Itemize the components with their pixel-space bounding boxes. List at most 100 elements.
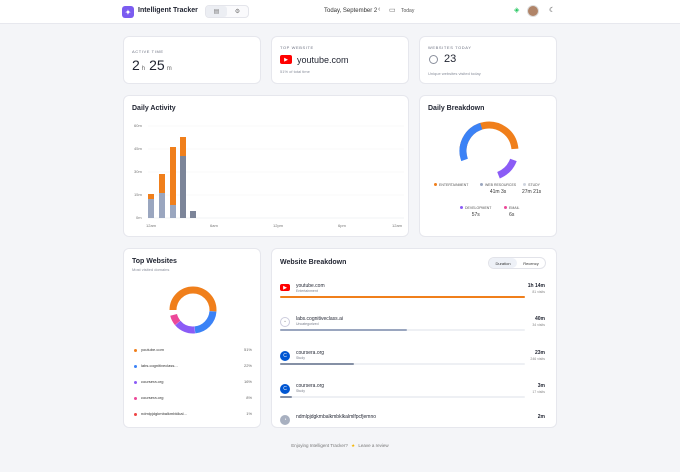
daily-breakdown-card: Daily Breakdown ENTERTAINMENT WEB RESOUR… [419, 95, 557, 237]
site-pct: 22% [243, 363, 252, 368]
row-progress [280, 396, 525, 398]
status-icon[interactable]: ◈ [514, 7, 520, 14]
date-label: Today, September 2 [324, 8, 378, 14]
row-duration: 3m [537, 383, 545, 389]
bar-3am-study [170, 205, 176, 218]
bar-5am-web [190, 211, 196, 218]
website-row[interactable]: ◔ ndmlpjdgkmbalkmbklkalmlfpcfjemno 2m [280, 413, 545, 445]
x-tick-6pm: 6pm [338, 223, 346, 228]
sort-recency-button[interactable]: Recency [523, 260, 539, 266]
top-website-row[interactable]: labs.cognitiveclass... 22% [134, 363, 252, 373]
legend-study-value: 27m 21s [522, 189, 542, 195]
youtube-icon: ▶ [280, 55, 292, 64]
y-tick-30m: 30m [134, 169, 142, 174]
row-category: Study [296, 356, 305, 360]
row-domain: coursera.org [296, 383, 325, 389]
globe-icon [429, 55, 438, 64]
top-websites-subtitle: Most visited domains [132, 267, 170, 272]
active-minutes: 25 [149, 57, 165, 73]
extension-icon: ◔ [280, 415, 290, 425]
coursera-icon: C [280, 384, 290, 394]
row-progress [280, 329, 525, 331]
y-tick-45m: 45m [134, 146, 142, 151]
star-icon: ★ [351, 443, 356, 448]
website-row[interactable]: ◦ labs.cognitiveclass.ai Uncategorized 4… [280, 315, 545, 347]
top-websites-title: Top Websites [132, 258, 177, 265]
website-breakdown-card: Website Breakdown Duration Recency ▶ you… [271, 248, 557, 428]
today-button[interactable]: Today [401, 8, 415, 14]
website-row[interactable]: C coursera.org Study 3m 17 visits [280, 382, 545, 414]
top-website-row[interactable]: coursera.org 16% [134, 379, 252, 389]
website-row[interactable]: C coursera.org Study 23m 246 visits [280, 349, 545, 381]
bar-1am-study [148, 199, 154, 218]
bar-4am-web [180, 156, 186, 218]
website-row[interactable]: ▶ youtube.com Entertainment 1h 14m 81 vi… [280, 282, 545, 314]
websites-today-label: WEBSITES TODAY [428, 45, 472, 50]
dot-icon [134, 397, 137, 400]
row-category: Entertainment [296, 289, 318, 293]
row-duration: 23m [534, 350, 545, 356]
legend-development: DEVELOPMENT 57s [460, 206, 491, 218]
sort-toggle: Duration Recency [488, 257, 546, 269]
row-progress [280, 296, 525, 298]
bar-2am-study [159, 193, 165, 218]
site-pct: 1% [246, 411, 252, 416]
site-name: coursera.org [141, 395, 164, 400]
site-pct: 8% [246, 395, 252, 400]
app-title: Intelligent Tracker [138, 7, 198, 14]
top-website-row[interactable]: ndmlpjdgkmbalkmbklkal... 1% [134, 411, 252, 421]
row-visits: 34 visits [532, 323, 545, 327]
daily-activity-card: Daily Activity 60m 45m 30m 15m 0m 12am 6… [123, 95, 409, 237]
websites-today-card: WEBSITES TODAY 23 Unique websites visite… [419, 36, 557, 84]
x-tick-12am-end: 12am [392, 223, 403, 228]
row-domain: labs.cognitiveclass.ai [296, 316, 343, 322]
row-domain: coursera.org [296, 350, 325, 356]
row-domain: youtube.com [296, 283, 325, 289]
site-name: youtube.com [141, 347, 164, 352]
legend-study: STUDY 27m 21s [522, 183, 542, 195]
site-name: labs.cognitiveclass... [141, 363, 178, 368]
row-visits: 246 visits [530, 357, 545, 361]
legend-development-value: 57s [471, 212, 480, 218]
top-website-label: TOP WEBSITE [280, 45, 314, 50]
row-duration: 2m [537, 414, 545, 420]
calendar-icon[interactable]: ▭ [389, 7, 396, 14]
row-duration: 1h 14m [527, 283, 545, 289]
app-logo-icon: ✦ [122, 6, 134, 18]
youtube-icon: ▶ [280, 284, 290, 291]
dot-icon [134, 413, 137, 416]
top-websites-card: Top Websites Most visited domains youtub… [123, 248, 261, 428]
legend-web-resources: WEB RESOURCES 41m 3s [480, 183, 516, 195]
avatar[interactable] [527, 5, 539, 17]
coursera-icon: C [280, 351, 290, 361]
top-websites-donut [169, 286, 217, 334]
donut-entertainment [459, 121, 519, 181]
prev-day-button[interactable]: ‹ [378, 6, 381, 13]
active-time-value: 2 h 25 m [132, 57, 172, 73]
top-website-row[interactable]: youtube.com 51% [134, 347, 252, 357]
y-tick-0m: 0m [136, 215, 142, 220]
legend-web-resources-value: 41m 3s [489, 189, 507, 195]
x-tick-6am: 6am [210, 223, 218, 228]
sort-duration-button[interactable]: Duration [489, 258, 517, 268]
active-time-label: ACTIVE TIME [132, 49, 164, 54]
dark-mode-icon[interactable]: ☾ [549, 7, 556, 14]
leave-review-link[interactable]: Leave a review [358, 443, 389, 448]
daily-breakdown-title: Daily Breakdown [428, 105, 485, 112]
breakdown-donut [459, 121, 519, 181]
bar-1am-ent [148, 194, 154, 199]
hours-unit: h [141, 66, 146, 72]
top-website-row[interactable]: coursera.org 8% [134, 395, 252, 405]
settings-icon[interactable]: ⚙ [234, 9, 241, 15]
cognitiveclass-icon: ◦ [280, 317, 290, 327]
top-bar: ✦ Intelligent Tracker ▤ ⚙ Today, Septemb… [0, 0, 680, 24]
list-view-icon[interactable]: ▤ [206, 6, 227, 17]
y-tick-15m: 15m [134, 192, 142, 197]
bar-4am-ent [180, 144, 186, 156]
row-visits: 17 visits [532, 390, 545, 394]
site-pct: 16% [243, 379, 252, 384]
bar-3am-ent [170, 147, 176, 205]
dot-icon [134, 381, 137, 384]
website-breakdown-title: Website Breakdown [280, 259, 347, 266]
legend-entertainment: ENTERTAINMENT [434, 183, 468, 187]
